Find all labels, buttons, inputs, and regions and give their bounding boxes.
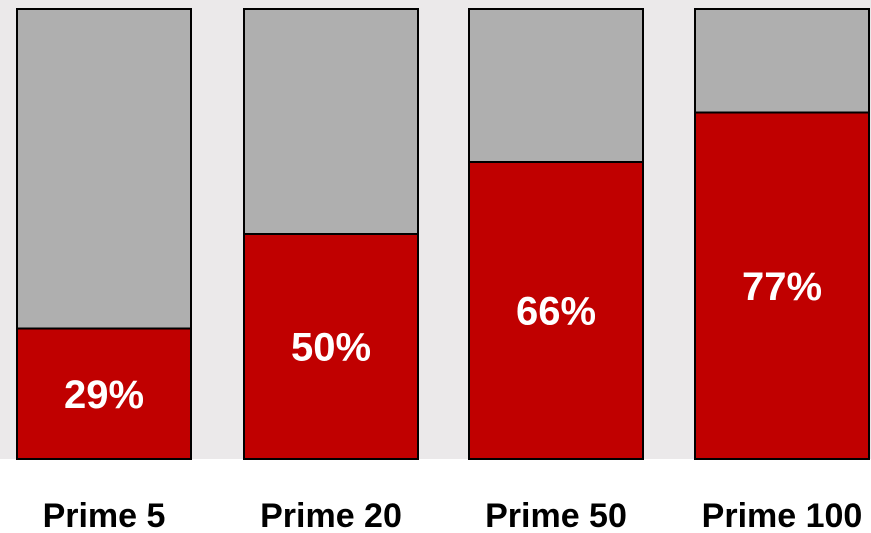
bar-value-prime-50 <box>468 161 644 460</box>
bar-remainder-prime-50 <box>468 8 644 163</box>
data-label-prime-20: 50% <box>291 326 371 370</box>
bar-value-prime-5 <box>16 327 192 460</box>
data-label-prime-100: 77% <box>742 265 822 309</box>
labels-group: 29% Prime 5 50% Prime 20 66% Prime 50 77% Prime… <box>43 265 863 533</box>
category-label-prime-50: Prime 50 <box>485 497 627 533</box>
category-label-prime-100: Prime 100 <box>702 497 863 533</box>
bar-remainder-prime-5 <box>16 8 192 330</box>
data-label-prime-5: 29% <box>64 373 144 417</box>
bar-value-prime-100 <box>694 111 870 460</box>
data-label-prime-50: 66% <box>516 290 596 334</box>
category-label-prime-5: Prime 5 <box>43 497 166 533</box>
bar-value-prime-20 <box>243 233 419 460</box>
category-label-prime-20: Prime 20 <box>260 497 402 533</box>
bars-group <box>16 8 870 460</box>
bar-remainder-prime-20 <box>243 8 419 235</box>
bar-remainder-prime-100 <box>694 8 870 114</box>
